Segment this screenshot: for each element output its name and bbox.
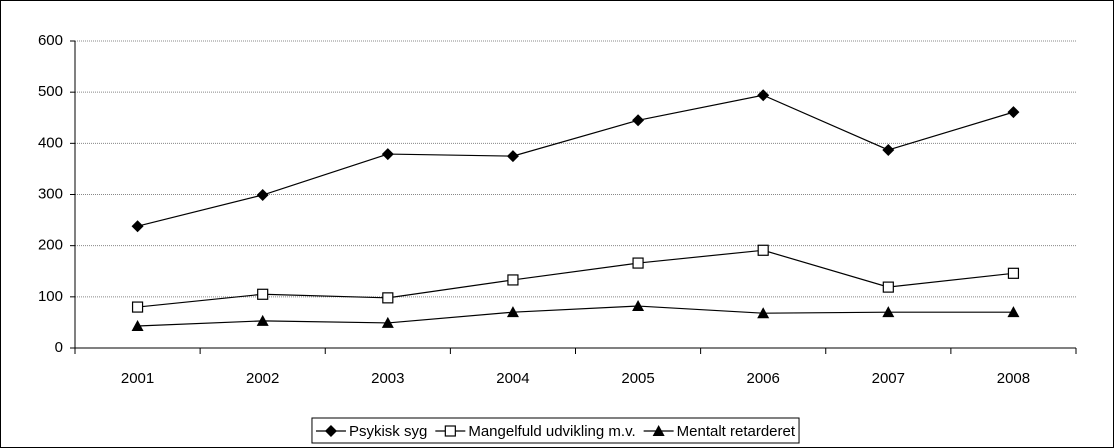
x-tick-label: 2004	[496, 370, 529, 387]
marker	[757, 89, 770, 102]
x-tick-label: 2007	[872, 370, 905, 387]
x-tick-label: 2001	[121, 370, 154, 387]
marker	[1007, 267, 1020, 279]
marker	[1007, 106, 1020, 119]
series-line	[137, 94, 1014, 227]
marker	[882, 281, 894, 293]
y-tick-label: 400	[38, 134, 63, 151]
legend-box	[311, 417, 800, 444]
series-line	[137, 249, 1014, 308]
y-tick-label: 600	[38, 32, 63, 49]
legend: Psykisk syg Mangelfuld udvikling m.v. Ment…	[311, 417, 800, 444]
x-tick-label: 2005	[621, 370, 654, 387]
legend-label: Mentalt retarderet	[677, 423, 796, 440]
marker	[131, 319, 144, 331]
marker	[632, 257, 644, 269]
marker	[882, 143, 895, 156]
x-tick-label: 2002	[246, 370, 279, 387]
marker	[381, 148, 394, 161]
y-tick-label: 0	[55, 339, 63, 356]
legend-label: Mangelfuld udvikling m.v.	[468, 423, 635, 440]
x-tick-label: 2003	[371, 370, 404, 387]
marker	[506, 150, 519, 163]
marker	[757, 244, 769, 256]
marker	[382, 292, 394, 304]
marker	[757, 307, 770, 319]
y-tick-label: 300	[38, 185, 63, 202]
marker	[257, 288, 269, 300]
marker	[882, 306, 895, 318]
series-line	[137, 305, 1014, 327]
y-tick-label: 500	[38, 83, 63, 100]
marker	[1007, 306, 1020, 318]
marker	[506, 306, 519, 318]
marker	[131, 220, 144, 233]
x-tick-label: 2006	[747, 370, 780, 387]
y-tick-label: 200	[38, 237, 63, 254]
marker	[131, 301, 144, 313]
marker	[507, 274, 519, 286]
marker	[256, 189, 269, 202]
marker	[444, 425, 456, 437]
marker	[256, 314, 269, 326]
marker	[324, 425, 337, 437]
marker	[381, 316, 394, 328]
marker	[652, 425, 665, 436]
marker	[632, 300, 645, 312]
legend-label: Psykisk syg	[349, 423, 427, 440]
marker	[632, 114, 645, 127]
y-tick-label: 100	[38, 288, 63, 305]
x-tick-label: 2008	[997, 370, 1030, 387]
